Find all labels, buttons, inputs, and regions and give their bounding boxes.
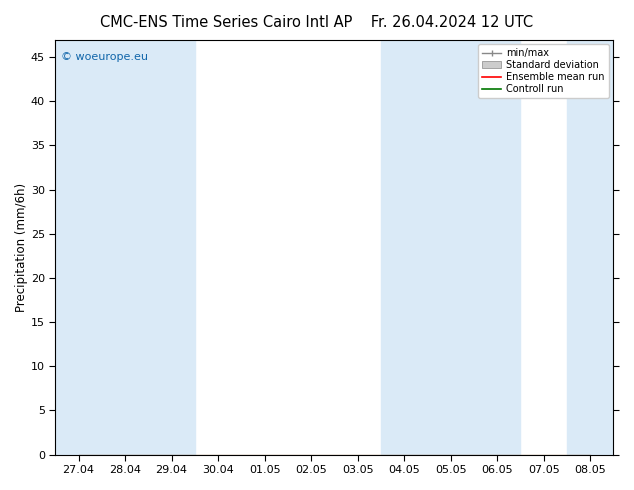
Bar: [474, 40, 521, 455]
Bar: [102, 40, 148, 455]
Y-axis label: Precipitation (mm/6h): Precipitation (mm/6h): [15, 182, 28, 312]
Bar: [567, 40, 614, 455]
Text: © woeurope.eu: © woeurope.eu: [61, 52, 148, 62]
Bar: [148, 40, 195, 455]
Bar: [55, 40, 102, 455]
Bar: [427, 40, 474, 455]
Legend: min/max, Standard deviation, Ensemble mean run, Controll run: min/max, Standard deviation, Ensemble me…: [478, 45, 609, 98]
Text: CMC-ENS Time Series Cairo Intl AP    Fr. 26.04.2024 12 UTC: CMC-ENS Time Series Cairo Intl AP Fr. 26…: [100, 15, 534, 30]
Bar: [381, 40, 427, 455]
